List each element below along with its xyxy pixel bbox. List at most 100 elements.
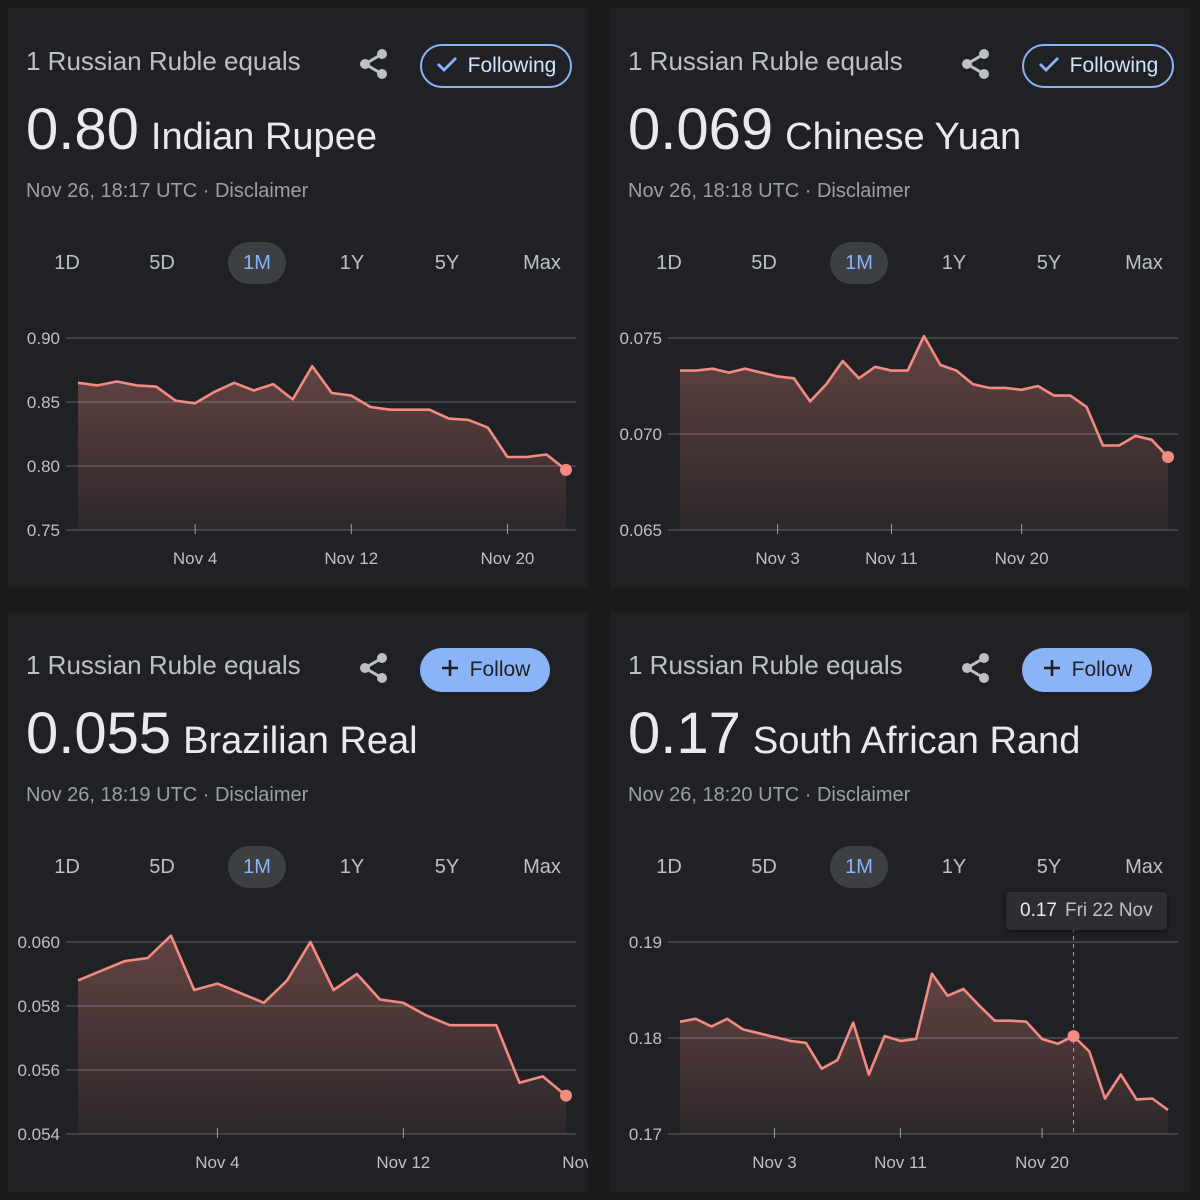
- rate-line: 0.069 Chinese Yuan: [628, 96, 1021, 163]
- tab-1d[interactable]: 1D: [54, 856, 80, 878]
- tab-1m[interactable]: 1M: [228, 846, 286, 888]
- timestamp-disclaimer: Nov 26, 18:17 UTC · Disclaimer: [26, 180, 309, 202]
- tooltip-value: 0.17: [1020, 900, 1057, 921]
- x-tick-label: Nov 4: [195, 1153, 239, 1172]
- series-line: [679, 972, 1169, 1112]
- y-tick-label: 0.058: [17, 997, 60, 1016]
- y-tick-label: 0.18: [629, 1029, 662, 1048]
- current-point: [560, 463, 572, 476]
- tab-max[interactable]: Max: [1125, 856, 1163, 878]
- range-tabs: 1D 5D 1M 1Y 5Y Max: [630, 846, 1170, 888]
- series-area: [680, 973, 1168, 1134]
- timestamp-disclaimer: Nov 26, 18:20 UTC · Disclaimer: [628, 784, 911, 806]
- series-line: [77, 364, 567, 471]
- timestamp-disclaimer: Nov 26, 18:18 UTC · Disclaimer: [628, 180, 911, 202]
- share-icon[interactable]: [958, 46, 994, 82]
- y-tick-label: 0.054: [17, 1125, 60, 1144]
- series-area: [78, 366, 566, 530]
- tab-5y[interactable]: 5Y: [1036, 252, 1062, 274]
- tab-1y[interactable]: 1Y: [339, 856, 365, 878]
- header-text: 1 Russian Ruble equals: [628, 650, 903, 680]
- tab-5y[interactable]: 5Y: [434, 856, 460, 878]
- current-point: [1067, 1030, 1080, 1043]
- series-area: [78, 935, 566, 1134]
- tab-1d[interactable]: 1D: [656, 252, 682, 274]
- x-tick-label: Nov 12: [324, 549, 378, 568]
- rate-line: 0.055 Brazilian Real: [26, 700, 418, 767]
- y-tick-label: 0.065: [619, 521, 662, 540]
- current-point: [1162, 451, 1174, 464]
- x-tick-label: Nov 4: [173, 549, 217, 568]
- currency-card-zar: 1 Russian Ruble equals Follow 0.17 South Af…: [610, 612, 1190, 1192]
- header-text: 1 Russian Ruble equals: [26, 650, 301, 680]
- series-line: [680, 334, 1169, 458]
- currency-card-brl: 1 Russian Ruble equals Follow 0.055 Brazili…: [8, 612, 588, 1192]
- tab-1m[interactable]: 1M: [228, 242, 286, 284]
- x-tick-label: Nov 11: [865, 549, 918, 568]
- tab-1m[interactable]: 1M: [830, 846, 888, 888]
- header-text: 1 Russian Ruble equals: [26, 46, 301, 76]
- tab-max[interactable]: Max: [1125, 252, 1163, 274]
- tab-5d[interactable]: 5D: [751, 856, 777, 878]
- y-tick-label: 0.070: [619, 425, 662, 444]
- tab-1m[interactable]: 1M: [830, 242, 888, 284]
- tab-5y[interactable]: 5Y: [434, 252, 460, 274]
- follow-button[interactable]: Follow: [420, 648, 550, 692]
- series-area: [680, 336, 1168, 530]
- range-tabs: 1D 5D 1M 1Y 5Y Max: [28, 846, 568, 888]
- currency-name: Indian Rupee: [150, 116, 377, 158]
- timestamp-disclaimer: Nov 26, 18:19 UTC · Disclaimer: [26, 784, 309, 806]
- series-line: [77, 934, 567, 1097]
- range-tabs: 1D 5D 1M 1Y 5Y Max: [28, 242, 568, 284]
- currency-name: Chinese Yuan: [785, 116, 1022, 158]
- rate-chart: 0.060 0.058 0.056 0.054 Nov 4 Nov 12 Nov 20: [17, 933, 588, 1172]
- rate-chart: 0.075 0.070 0.065 Nov 3 Nov 11 Nov 20: [619, 329, 1178, 568]
- tab-max[interactable]: Max: [523, 252, 561, 274]
- share-icon[interactable]: [958, 650, 994, 686]
- x-tick-label: Nov 3: [755, 549, 799, 568]
- follow-button[interactable]: Follow: [1022, 648, 1152, 692]
- rate-value: 0.069: [628, 97, 774, 162]
- tab-5d[interactable]: 5D: [149, 856, 175, 878]
- y-tick-label: 0.90: [27, 329, 60, 348]
- rate-chart: 0.19 0.18 0.17 Nov 3 Nov 11 Nov 20: [629, 912, 1178, 1172]
- y-tick-label: 0.056: [17, 1061, 60, 1080]
- following-button[interactable]: Following: [420, 44, 572, 88]
- plus-icon: [1042, 658, 1062, 683]
- x-tick-label: Nov 20: [1015, 1153, 1069, 1172]
- tab-1y[interactable]: 1Y: [339, 252, 365, 274]
- y-tick-label: 0.80: [27, 457, 60, 476]
- currency-name: Brazilian Real: [183, 720, 418, 762]
- y-tick-label: 0.19: [629, 933, 662, 952]
- header-text: 1 Russian Ruble equals: [628, 46, 903, 76]
- x-tick-label: Nov 20: [481, 549, 535, 568]
- tab-5d[interactable]: 5D: [751, 252, 777, 274]
- rate-value: 0.055: [26, 701, 172, 766]
- tab-1y[interactable]: 1Y: [941, 856, 967, 878]
- tooltip-date: Fri 22 Nov: [1064, 900, 1153, 921]
- range-tabs: 1D 5D 1M 1Y 5Y Max: [630, 242, 1170, 284]
- follow-label: Following: [467, 54, 557, 77]
- x-tick-label: Nov 12: [376, 1153, 430, 1172]
- x-tick-label: Nov 3: [752, 1153, 796, 1172]
- follow-label: Following: [1069, 54, 1159, 77]
- following-button[interactable]: Following: [1022, 44, 1174, 88]
- check-icon: [436, 54, 458, 78]
- tab-5d[interactable]: 5D: [149, 252, 175, 274]
- plus-icon: [440, 658, 460, 683]
- current-point: [560, 1089, 572, 1102]
- y-tick-label: 0.060: [17, 933, 60, 952]
- tab-1d[interactable]: 1D: [54, 252, 80, 274]
- currency-name: South African Rand: [752, 720, 1081, 762]
- share-icon[interactable]: [356, 650, 392, 686]
- follow-label: Follow: [1071, 658, 1133, 681]
- tab-5y[interactable]: 5Y: [1036, 856, 1062, 878]
- tab-1d[interactable]: 1D: [656, 856, 682, 878]
- tab-max[interactable]: Max: [523, 856, 561, 878]
- share-icon[interactable]: [356, 46, 392, 82]
- y-tick-label: 0.075: [619, 329, 662, 348]
- tab-1y[interactable]: 1Y: [941, 252, 967, 274]
- chart-tooltip: 0.17 Fri 22 Nov: [1006, 892, 1167, 930]
- rate-value: 0.80: [26, 97, 139, 162]
- rate-line: 0.17 South African Rand: [628, 700, 1080, 767]
